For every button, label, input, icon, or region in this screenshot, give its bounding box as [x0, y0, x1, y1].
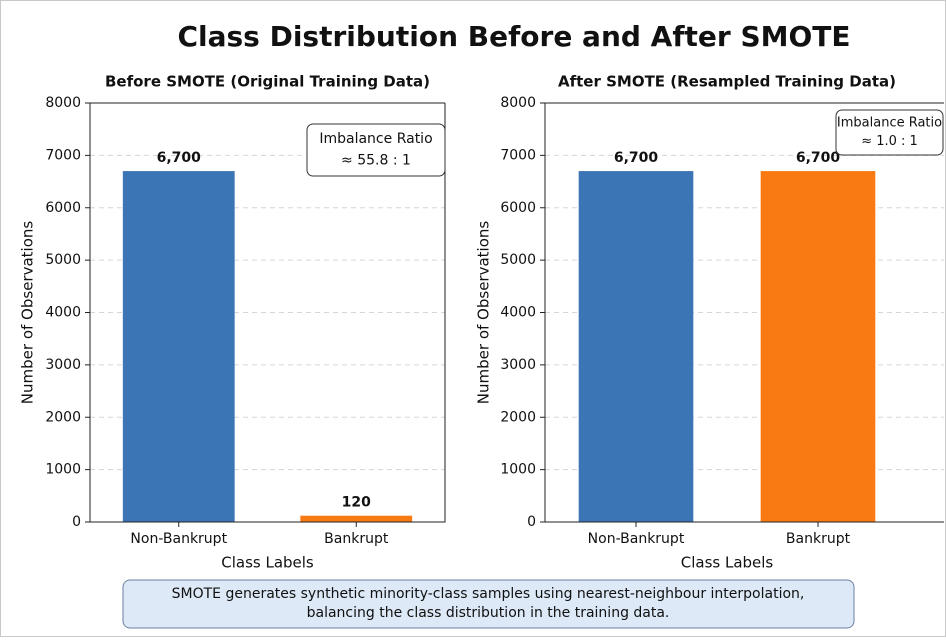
x-axis-label: Class Labels: [681, 554, 774, 572]
y-tick-label: 7000: [45, 147, 81, 163]
y-tick-label: 5000: [45, 252, 81, 268]
subplot-title: Before SMOTE (Original Training Data): [105, 73, 430, 91]
annotation-box: [835, 109, 944, 156]
axes-frame: [544, 102, 944, 523]
bar: [122, 171, 235, 522]
y-tick-label: 3000: [500, 357, 536, 373]
y-tick-label: 8000: [45, 95, 81, 111]
x-tick-label: Non-Bankrupt: [130, 531, 227, 547]
y-tick-label: 5000: [500, 252, 536, 268]
y-tick-label: 6000: [45, 200, 81, 216]
y-tick-label: 0: [527, 514, 536, 530]
value-label: 6,700: [157, 150, 202, 166]
y-tick-label: 1000: [45, 462, 81, 478]
x-tick-label: Bankrupt: [324, 531, 389, 547]
caption-line: balancing the class distribution in the …: [307, 605, 670, 621]
bar: [300, 515, 413, 522]
subplot-title: After SMOTE (Resampled Training Data): [558, 73, 896, 91]
y-tick-label: 1000: [500, 462, 536, 478]
annotation-text: Imbalance Ratio: [837, 116, 942, 131]
y-tick-label: 4000: [500, 305, 536, 321]
bar: [760, 171, 876, 522]
bar: [578, 171, 694, 522]
y-tick-label: 0: [72, 514, 81, 530]
y-tick-label: 2000: [500, 409, 536, 425]
y-tick-label: 2000: [45, 409, 81, 425]
y-axis-label: Number of Observations: [475, 221, 493, 405]
value-label: 120: [342, 495, 371, 511]
y-tick-label: 6000: [500, 200, 536, 216]
annotation-text: Imbalance Ratio: [319, 131, 432, 147]
caption-line: SMOTE generates synthetic minority-class…: [172, 586, 805, 602]
value-label: 6,700: [796, 150, 841, 166]
y-tick-label: 3000: [45, 357, 81, 373]
annotation-text: ≈ 1.0 : 1: [861, 134, 918, 149]
caption-box: [122, 579, 855, 629]
y-axis-label: Number of Observations: [19, 221, 37, 405]
annotation-box: [306, 123, 446, 177]
y-tick-label: 4000: [45, 305, 81, 321]
x-tick-label: Non-Bankrupt: [588, 531, 685, 547]
x-axis-label: Class Labels: [221, 554, 314, 572]
y-tick-label: 7000: [500, 147, 536, 163]
x-tick-label: Bankrupt: [786, 531, 851, 547]
value-label: 6,700: [614, 150, 659, 166]
figure-title: Class Distribution Before and After SMOT…: [177, 20, 850, 53]
axes-frame: [89, 102, 446, 523]
annotation-text: ≈ 55.8 : 1: [341, 152, 411, 168]
y-tick-label: 8000: [500, 95, 536, 111]
